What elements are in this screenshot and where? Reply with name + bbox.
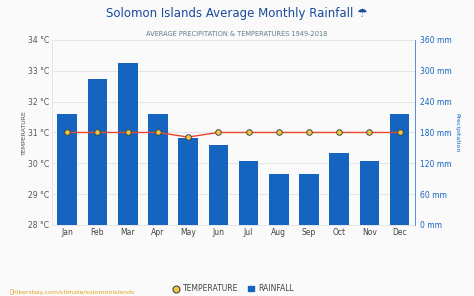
Bar: [57, 115, 77, 225]
Bar: [239, 161, 258, 225]
Point: [215, 130, 222, 135]
Bar: [209, 145, 228, 225]
Y-axis label: Precipitation: Precipitation: [455, 113, 460, 152]
Bar: [299, 173, 319, 225]
Bar: [88, 78, 107, 225]
Text: Solomon Islands Average Monthly Rainfall ☂: Solomon Islands Average Monthly Rainfall…: [106, 7, 368, 20]
Bar: [329, 153, 349, 225]
Point: [336, 130, 343, 135]
Point: [64, 130, 71, 135]
Legend: TEMPERATURE, RAINFALL: TEMPERATURE, RAINFALL: [173, 284, 293, 293]
Point: [365, 130, 373, 135]
Point: [245, 130, 252, 135]
Point: [396, 130, 403, 135]
Bar: [178, 138, 198, 225]
Point: [94, 130, 101, 135]
Bar: [390, 115, 410, 225]
Point: [275, 130, 283, 135]
Text: AVERAGE PRECIPITATION & TEMPERATURES 1949-2018: AVERAGE PRECIPITATION & TEMPERATURES 194…: [146, 31, 328, 37]
Point: [305, 130, 313, 135]
Bar: [269, 173, 289, 225]
Point: [124, 130, 131, 135]
Bar: [118, 63, 137, 225]
Bar: [360, 161, 379, 225]
Point: [184, 135, 192, 139]
Y-axis label: TEMPERATURE: TEMPERATURE: [22, 110, 27, 155]
Point: [154, 130, 162, 135]
Bar: [148, 115, 168, 225]
Text: 📍hikersbay.com/climate/solomonislands: 📍hikersbay.com/climate/solomonislands: [9, 289, 135, 295]
